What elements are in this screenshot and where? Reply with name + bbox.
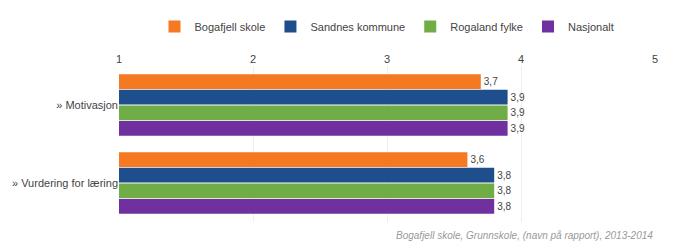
- svg-text:» Motivasjon: » Motivasjon: [56, 99, 118, 111]
- svg-text:Sandnes kommune: Sandnes kommune: [310, 21, 405, 33]
- svg-text:3,8: 3,8: [497, 185, 511, 196]
- svg-text:3,9: 3,9: [511, 123, 525, 134]
- svg-text:3,8: 3,8: [497, 170, 511, 181]
- svg-text:3,8: 3,8: [497, 201, 511, 212]
- svg-text:2: 2: [250, 53, 256, 65]
- svg-text:5: 5: [652, 53, 658, 65]
- svg-text:4: 4: [518, 53, 524, 65]
- svg-text:3,9: 3,9: [511, 92, 525, 103]
- svg-text:3: 3: [384, 53, 390, 65]
- svg-text:1: 1: [116, 53, 122, 65]
- svg-text:3,6: 3,6: [470, 154, 484, 165]
- svg-text:3,7: 3,7: [484, 76, 498, 87]
- svg-text:Nasjonalt: Nasjonalt: [568, 21, 614, 33]
- svg-text:Rogaland fylke: Rogaland fylke: [450, 21, 523, 33]
- svg-text:Bogafjell skole, Grunnskole, (: Bogafjell skole, Grunnskole, (navn på ra…: [396, 230, 653, 241]
- svg-text:» Vurdering for læring: » Vurdering for læring: [12, 177, 118, 189]
- svg-text:Bogafjell skole: Bogafjell skole: [195, 21, 266, 33]
- svg-text:3,9: 3,9: [511, 107, 525, 118]
